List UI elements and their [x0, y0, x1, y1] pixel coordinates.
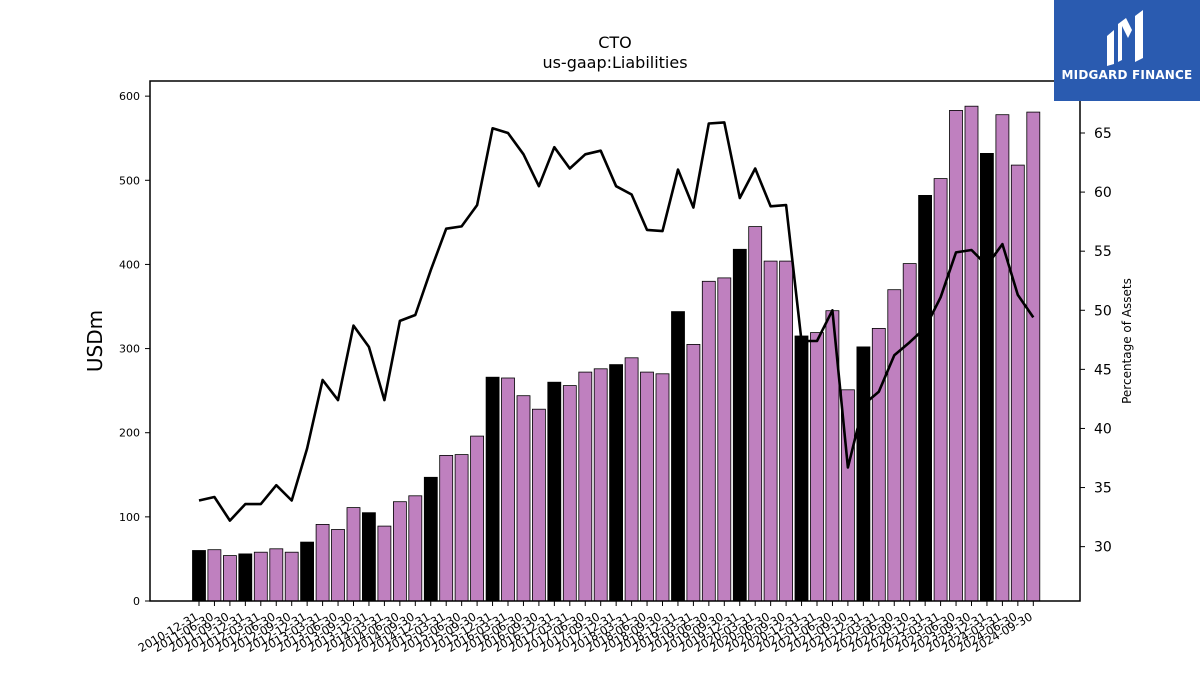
bar: [701, 280, 716, 602]
bar: [887, 289, 902, 602]
bar: [501, 377, 515, 602]
bar: [269, 548, 284, 602]
y-tick-label: 500: [119, 174, 140, 187]
y-tick-label: 0: [133, 595, 140, 608]
bar: [392, 501, 407, 602]
y-tick-label: 600: [119, 90, 140, 103]
bar: [485, 376, 500, 602]
brand-logo: MIDGARD FINANCE: [1054, 0, 1200, 101]
bar: [1026, 111, 1041, 602]
pct-line: [198, 121, 1035, 522]
bar: [779, 260, 793, 602]
bar: [856, 346, 871, 602]
bar: [949, 110, 963, 602]
bar: [593, 368, 608, 602]
bar: [454, 454, 469, 602]
bar: [439, 454, 454, 602]
y-axis-label-right: Percentage of Assets: [1120, 278, 1134, 404]
bar: [640, 371, 654, 602]
bar: [964, 105, 979, 602]
bar: [547, 381, 562, 602]
bar: [192, 550, 206, 602]
y-axis-label: USDm: [83, 310, 107, 372]
bar: [1010, 164, 1025, 602]
bar: [686, 343, 701, 602]
chart-subtitle: us-gaap:Liabilities: [542, 53, 687, 72]
bar: [763, 260, 778, 602]
bar: [284, 551, 299, 602]
brand-name: MIDGARD FINANCE: [1061, 68, 1193, 82]
bar: [346, 507, 361, 602]
y-right-tick-label: 40: [1094, 421, 1112, 437]
bar: [748, 226, 763, 602]
y-right-tick-label: 30: [1094, 540, 1112, 556]
y-right-tick-label: 50: [1094, 303, 1112, 319]
bar: [794, 335, 809, 602]
y-tick-label: 400: [119, 258, 140, 271]
bar: [918, 194, 932, 602]
bar: [871, 327, 886, 602]
y-right-tick-label: 65: [1094, 126, 1112, 142]
bars: [192, 105, 1041, 602]
y-right-tick-label: 35: [1094, 481, 1112, 497]
bar: [624, 357, 639, 602]
logo-mark-icon: [1107, 10, 1143, 66]
bar: [331, 529, 345, 602]
x-axis: 2010-12-312011-06-302011-09-302011-12-31…: [136, 601, 1035, 655]
bar: [562, 385, 577, 602]
bar: [516, 395, 531, 602]
bar: [995, 114, 1010, 602]
bar: [423, 476, 438, 602]
bar: [222, 555, 237, 602]
bar: [933, 178, 948, 602]
bar: [207, 549, 222, 602]
bar: [300, 541, 315, 602]
bar: [408, 495, 423, 602]
bar: [377, 525, 392, 602]
y-axis-left: 0 100 200 300 400 500 600: [119, 90, 150, 608]
bar: [810, 332, 824, 602]
bar: [902, 263, 917, 602]
bar: [315, 524, 330, 602]
bar: [238, 553, 253, 602]
plot-frame: [149, 80, 1081, 602]
bar: [609, 364, 623, 602]
bar: [578, 371, 593, 602]
y-tick-label: 200: [119, 427, 140, 440]
y-right-tick-label: 60: [1094, 185, 1112, 201]
bar: [732, 248, 747, 602]
bar: [470, 435, 485, 602]
y-right-tick-label: 55: [1094, 244, 1112, 260]
y-tick-label: 100: [119, 511, 140, 524]
chart-title: CTO: [598, 33, 632, 52]
bar: [361, 512, 376, 602]
y-right-tick-label: 45: [1094, 362, 1112, 378]
bar: [532, 408, 546, 602]
bar: [980, 152, 994, 602]
y-tick-label: 300: [119, 343, 140, 356]
y-axis-right: 30 35 40 45 50 55 60 65: [1080, 126, 1112, 556]
line-layer: [198, 121, 1035, 522]
bar: [253, 551, 268, 602]
bar: [655, 373, 670, 602]
bar: [671, 311, 685, 602]
bar: [717, 277, 732, 602]
